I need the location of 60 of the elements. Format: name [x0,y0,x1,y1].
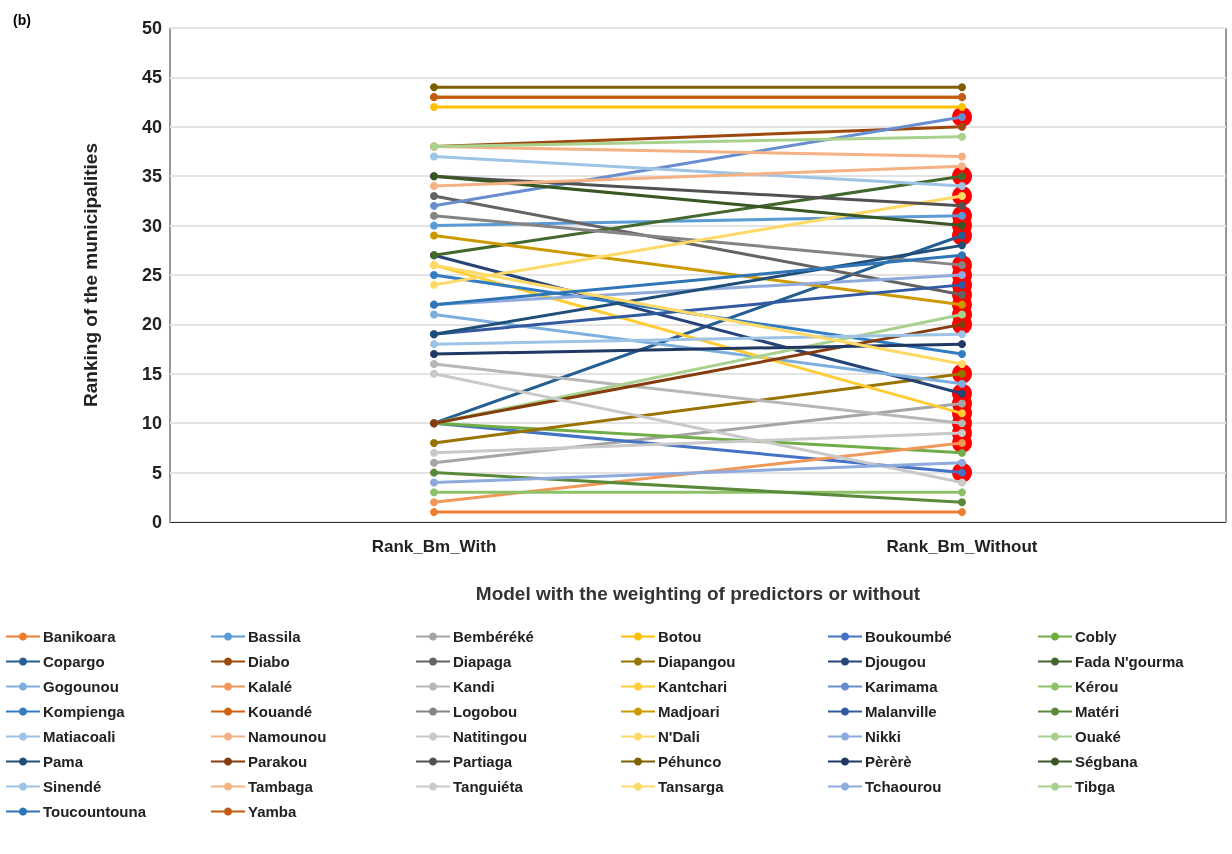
y-tick-label: 25 [141,265,162,285]
legend-label: Djougou [865,653,926,670]
legend-label: Ouaké [1075,728,1121,745]
y-tick-label: 5 [151,462,162,483]
legend-label: Diabo [248,653,290,670]
legend-label: Madjoari [658,703,720,720]
legend-label: Matiacoali [43,728,116,745]
legend-label: Logobou [453,703,518,720]
legend-label: Banikoara [43,628,117,645]
y-tick-label: 30 [141,215,162,236]
y-tick-label: 10 [141,413,162,434]
legend-label: Toucountouna [43,803,147,820]
legend-label: Tibga [1075,778,1116,795]
legend-label: Kalalé [248,678,293,695]
legend-label: Nikki [865,728,901,745]
legend-label: Botou [658,628,702,645]
legend-label: Kompienga [43,703,126,720]
legend-label: Ségbana [1075,753,1139,770]
y-tick-label: 40 [141,116,162,137]
legend-label: N'Dali [658,728,700,745]
y-tick-label: 45 [141,67,162,88]
legend-label: Malanville [865,703,937,720]
legend-label: Karimama [865,678,939,695]
y-tick-label: 15 [141,363,162,384]
legend-label: Gogounou [43,678,119,695]
x-tick-label: Rank_Bm_Without [886,537,1038,556]
legend-label: Natitingou [453,728,528,745]
text: (b) [13,12,31,28]
legend-label: Cobly [1075,628,1118,645]
legend-label: Parakou [248,753,308,770]
legend-label: Kérou [1075,678,1119,695]
legend-label: Kouandé [248,703,313,720]
legend-label: Kantchari [658,678,728,695]
legend-label: Yamba [248,803,298,820]
legend-label: Pèrèrè [865,753,912,770]
legend-label: Tchaourou [865,778,942,795]
legend-label: Sinendé [43,778,102,795]
y-axis-title: Ranking of the municipalities [80,143,101,407]
legend-label: Tansarga [658,778,725,795]
legend-label: Bassila [248,628,302,645]
y-tick-label: 20 [141,314,162,335]
x-axis-title: Model with the weighting of predictors or without [475,583,921,604]
legend-label: Diapaga [453,653,513,670]
x-tick-label: Rank_Bm_With [371,537,497,556]
y-tick-label: 50 [141,18,162,38]
legend-label: Partiaga [453,753,513,770]
legend-label: Fada N'gourma [1075,653,1185,670]
legend-label: Bembéréké [453,628,534,645]
legend-label: Péhunco [658,753,722,770]
legend-label: Copargo [43,653,105,670]
y-tick-label: 35 [141,166,162,187]
legend-label: Tambaga [248,778,314,795]
legend-label: Diapangou [658,653,736,670]
legend-label: Kandi [453,678,495,695]
legend-label: Namounou [248,728,327,745]
legend-label: Tanguiéta [453,778,524,795]
y-tick-label: 0 [151,512,162,532]
legend-label: Matéri [1075,703,1120,720]
legend-label: Boukoumbé [865,628,952,645]
legend-label: Pama [43,753,84,770]
